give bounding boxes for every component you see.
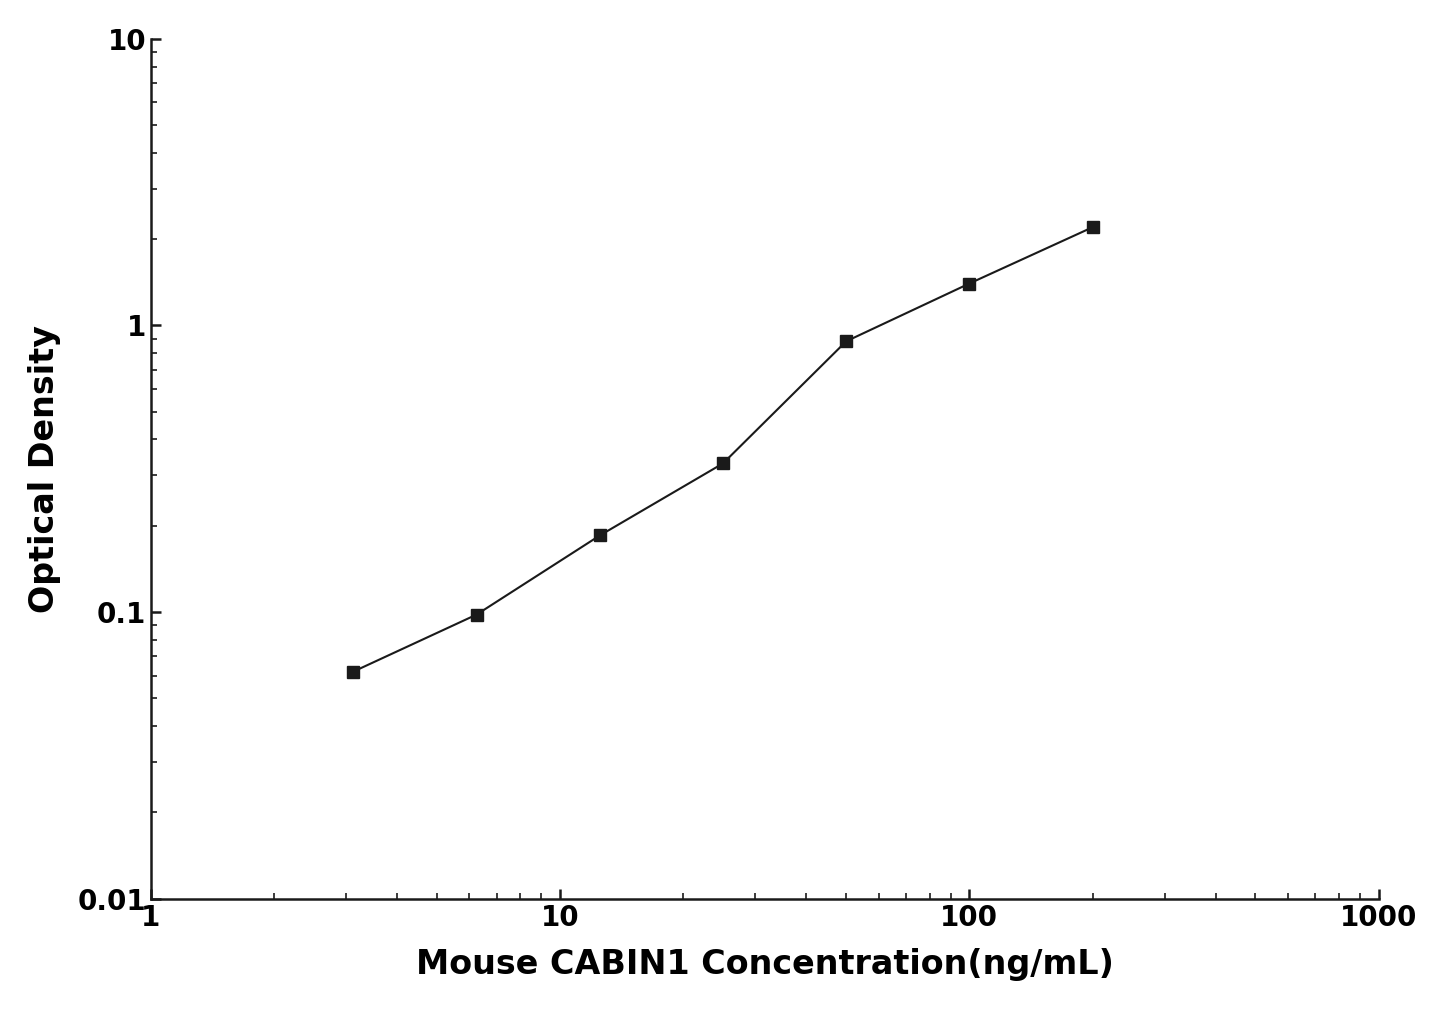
- Y-axis label: Optical Density: Optical Density: [27, 325, 61, 612]
- X-axis label: Mouse CABIN1 Concentration(ng/mL): Mouse CABIN1 Concentration(ng/mL): [416, 948, 1114, 981]
